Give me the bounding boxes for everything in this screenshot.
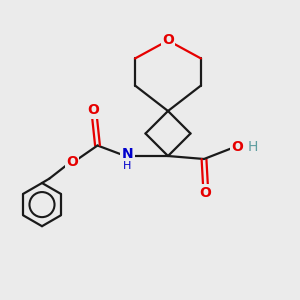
Text: N: N: [122, 148, 133, 161]
Text: O: O: [87, 103, 99, 117]
Text: O: O: [162, 34, 174, 47]
Text: O: O: [200, 186, 211, 200]
Text: H: H: [248, 140, 258, 154]
Text: O: O: [66, 155, 78, 169]
Text: H: H: [123, 160, 132, 171]
Text: O: O: [232, 140, 244, 154]
